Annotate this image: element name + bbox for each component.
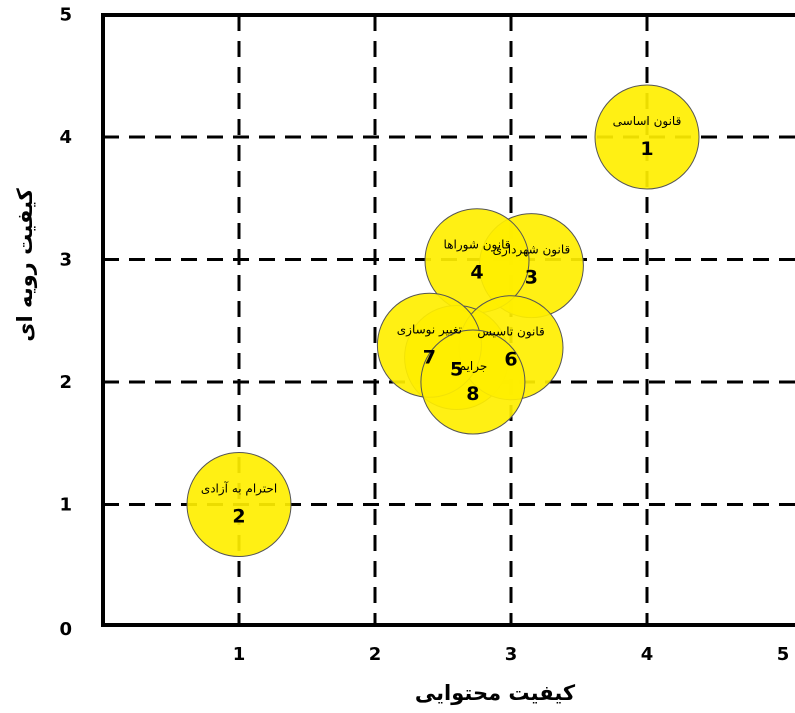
x-tick-labels: 1 2 3 4 5	[233, 644, 790, 665]
y-tick-label: 4	[59, 127, 72, 148]
bubble-label-6: قانون تاسیس	[477, 325, 545, 340]
bubble-number-1: 1	[640, 138, 653, 160]
x-tick-label: 3	[505, 644, 518, 665]
y-axis-title: کیفیت رویه ای	[13, 187, 37, 341]
bubble-number-3: 3	[525, 267, 538, 289]
bubble-label-3: قانون شهرداری	[493, 243, 571, 258]
bubble-label-2: احترام به آزادی	[201, 481, 277, 497]
bubble-label-4: قانون شوراها	[444, 238, 511, 253]
bubble-layer: قانون اساسی 1 احترام به آزادی 2 قانون شهردار…	[186, 84, 700, 557]
y-tick-label: 0	[59, 619, 72, 640]
x-tick-label: 4	[641, 644, 654, 665]
y-tick-label: 1	[59, 495, 72, 516]
bubble-number-2: 2	[232, 506, 245, 528]
y-tick-label: 5	[59, 5, 72, 26]
bubble-number-6: 6	[504, 349, 517, 371]
x-tick-label: 5	[777, 644, 790, 665]
y-tick-labels: 0 1 2 3 4 5	[59, 5, 72, 641]
bubble-8	[420, 329, 526, 435]
x-axis-title: کیفیت محتوایی	[415, 681, 576, 705]
x-tick-label: 2	[369, 644, 382, 665]
axes	[101, 13, 795, 627]
y-tick-label: 3	[59, 250, 72, 271]
bubble-number-4: 4	[470, 262, 483, 284]
bubble-number-5: 5	[450, 359, 463, 381]
bubble-label-7: تغییر نوسازی	[397, 322, 462, 337]
x-tick-label: 1	[233, 644, 246, 665]
bubble-label-8: جرایم	[459, 359, 488, 374]
bubble-1	[594, 84, 700, 190]
bubble-label-1: قانون اساسی	[613, 114, 682, 129]
bubble-2	[186, 452, 292, 557]
bubble-number-8: 8	[466, 383, 479, 405]
bubble-number-7: 7	[423, 346, 436, 368]
y-tick-label: 2	[59, 372, 72, 393]
